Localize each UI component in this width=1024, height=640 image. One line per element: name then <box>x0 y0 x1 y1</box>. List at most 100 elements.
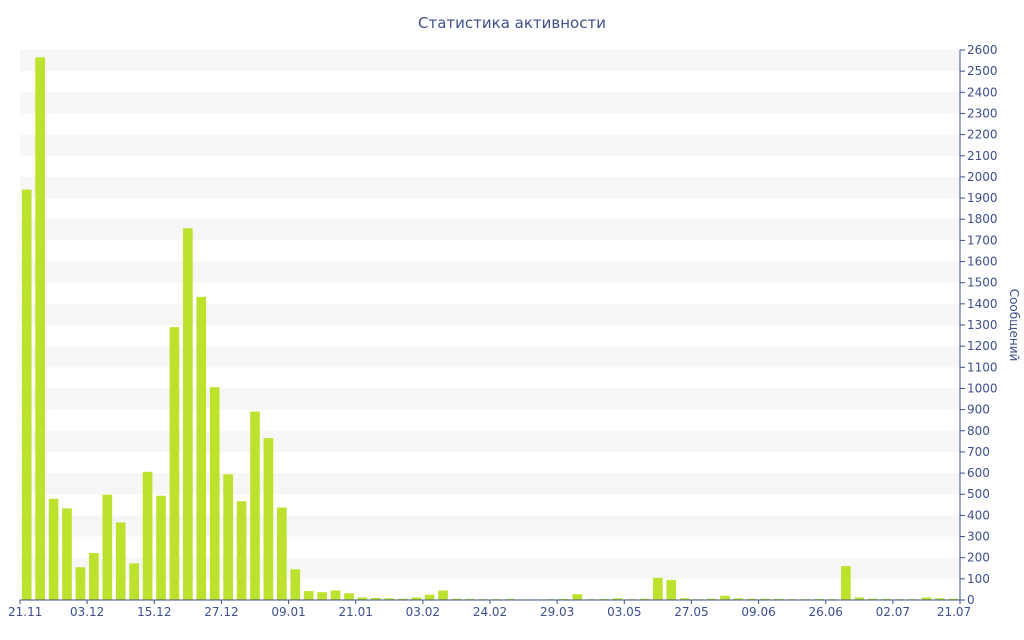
y-tick-label: 0 <box>967 593 975 607</box>
bar[interactable] <box>706 598 717 600</box>
bar[interactable] <box>841 566 851 600</box>
bar[interactable] <box>209 387 220 600</box>
y-tick-label: 1500 <box>967 276 998 290</box>
x-tick-label: 29.03 <box>540 605 574 619</box>
bar[interactable] <box>142 471 153 600</box>
grid-band <box>20 473 960 495</box>
bar[interactable] <box>223 474 233 600</box>
x-tick-label: 21.07 <box>937 605 971 619</box>
bar[interactable] <box>465 598 475 600</box>
grid-band <box>20 346 960 368</box>
y-tick-label: 800 <box>967 424 990 438</box>
bar[interactable] <box>424 594 435 600</box>
y-tick-label: 1700 <box>967 233 998 247</box>
bar[interactable] <box>760 598 771 600</box>
x-tick-label: 27.12 <box>204 605 238 619</box>
y-tick-label: 600 <box>967 466 990 480</box>
bar[interactable] <box>935 598 945 600</box>
bar[interactable] <box>612 598 623 600</box>
x-tick-label: 02.07 <box>876 605 910 619</box>
y-tick-label: 2300 <box>967 106 998 120</box>
bar[interactable] <box>277 507 287 600</box>
bar[interactable] <box>236 501 247 600</box>
bar[interactable] <box>679 598 690 600</box>
bar[interactable] <box>411 597 421 600</box>
y-tick-label: 1400 <box>967 297 998 311</box>
y-tick-label: 1300 <box>967 318 998 332</box>
bar[interactable] <box>814 598 824 600</box>
bar[interactable] <box>129 563 139 600</box>
bar[interactable] <box>599 598 609 600</box>
bar[interactable] <box>344 593 354 600</box>
bar[interactable] <box>451 598 462 600</box>
bar[interactable] <box>250 411 260 600</box>
y-tick-label: 900 <box>967 403 990 417</box>
y-tick-label: 2200 <box>967 128 998 142</box>
x-tick-label: 09.06 <box>741 605 775 619</box>
x-tick-label: 03.02 <box>406 605 440 619</box>
x-tick-label: 21.01 <box>339 605 373 619</box>
chart-title: Статистика активности <box>418 14 606 32</box>
bar[interactable] <box>290 569 301 600</box>
bar[interactable] <box>438 590 448 600</box>
bar[interactable] <box>572 594 583 600</box>
y-tick-label: 2100 <box>967 149 998 163</box>
y-tick-label: 2500 <box>967 64 998 78</box>
bar[interactable] <box>115 522 126 600</box>
grid-bands <box>20 50 960 579</box>
bar[interactable] <box>948 598 959 600</box>
bar[interactable] <box>75 567 86 600</box>
bar[interactable] <box>303 591 314 600</box>
bar[interactable] <box>867 598 878 600</box>
bar[interactable] <box>653 577 663 600</box>
x-tick-label: 21.11 <box>8 605 42 619</box>
bar[interactable] <box>639 598 650 600</box>
y-tick-label: 500 <box>967 487 990 501</box>
grid-band <box>20 176 960 199</box>
x-tick-label: 03.12 <box>70 605 104 619</box>
grid-band <box>20 303 960 325</box>
bar[interactable] <box>263 438 274 600</box>
bar[interactable] <box>196 296 207 600</box>
y-tick-label: 1200 <box>967 339 998 353</box>
bar[interactable] <box>666 579 677 600</box>
bar[interactable] <box>921 597 932 600</box>
bar[interactable] <box>733 598 744 600</box>
bar[interactable] <box>169 327 180 600</box>
bar[interactable] <box>48 498 59 600</box>
bar[interactable] <box>89 553 99 600</box>
bar[interactable] <box>330 590 341 600</box>
bar[interactable] <box>773 598 784 600</box>
bar[interactable] <box>62 508 72 600</box>
bar[interactable] <box>384 598 395 600</box>
bar[interactable] <box>357 597 368 600</box>
y-tick-label: 2400 <box>967 85 998 99</box>
bar[interactable] <box>505 598 515 600</box>
bar[interactable] <box>559 598 569 600</box>
bar[interactable] <box>21 189 32 600</box>
grid-band <box>20 92 960 114</box>
bar[interactable] <box>854 597 865 600</box>
y-tick-label: 1100 <box>967 360 998 374</box>
x-tick-label: 26.06 <box>809 605 843 619</box>
x-tick-label: 03.05 <box>607 605 641 619</box>
bar[interactable] <box>156 495 166 600</box>
y-tick-label: 1800 <box>967 212 998 226</box>
y-tick-label: 700 <box>967 445 990 459</box>
bar[interactable] <box>183 228 193 600</box>
grid-band <box>20 261 960 283</box>
bar[interactable] <box>881 598 891 600</box>
bar[interactable] <box>397 598 408 600</box>
y-tick-label: 1600 <box>967 255 998 269</box>
x-tick-label: 24.02 <box>473 605 507 619</box>
bar[interactable] <box>747 598 757 600</box>
bar[interactable] <box>720 595 730 600</box>
x-axis: 21.11 03.12 15.12 27.12 09.01 21.01 03.02 24.02… <box>8 599 971 619</box>
bar[interactable] <box>371 597 381 600</box>
x-tick-label: 15.12 <box>137 605 171 619</box>
bar[interactable] <box>102 494 113 600</box>
grid-band <box>20 219 960 241</box>
bar[interactable] <box>35 57 45 600</box>
bar[interactable] <box>317 592 327 600</box>
